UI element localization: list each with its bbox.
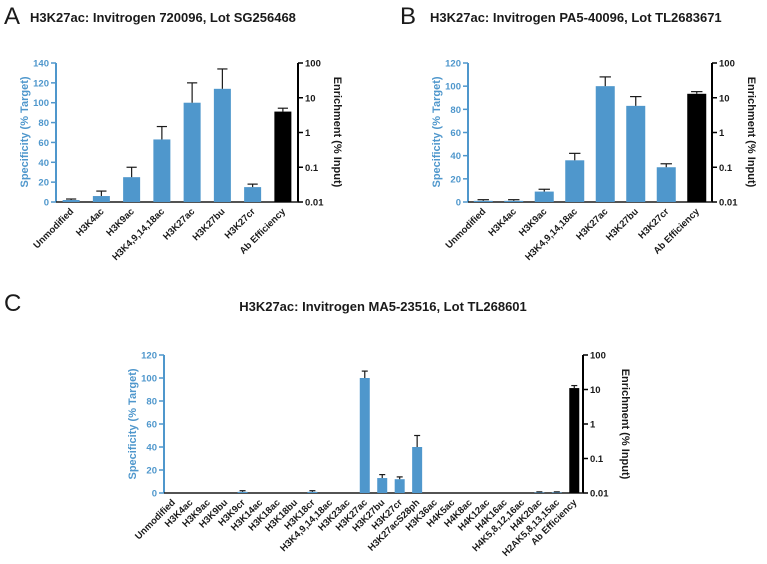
category-label: H3K27bu (604, 206, 641, 243)
bar (473, 200, 493, 202)
bar (504, 200, 524, 202)
right-tick-label: 1 (719, 128, 725, 139)
left-axis-label: Specificity (% Target) (127, 368, 139, 479)
left-tick-label: 20 (146, 466, 157, 477)
bar (656, 167, 676, 202)
panel-title: H3K27ac: Invitrogen MA5-23516, Lot TL268… (239, 299, 527, 314)
panel-a: A H3K27ac: Invitrogen 720096, Lot SG2564… (4, 3, 343, 263)
bar (123, 177, 141, 202)
left-axis-label: Specificity (% Target) (431, 76, 443, 187)
bar (595, 86, 615, 202)
left-tick-label: 40 (38, 158, 49, 169)
right-tick-label: 0.01 (719, 198, 738, 209)
left-tick-label: 60 (146, 420, 157, 431)
bar (412, 447, 423, 493)
category-label: H3K27bu (191, 206, 228, 243)
right-axis-label: Enrichment (% Input) (745, 77, 757, 188)
plot-area: 0204060801001200.010.1110100UnmodifiedH3… (133, 351, 609, 559)
panel-title: H3K27ac: Invitrogen 720096, Lot SG256468 (30, 10, 296, 25)
left-tick-label: 80 (146, 397, 157, 408)
ab-efficiency-bar (274, 111, 292, 202)
bar (237, 491, 248, 493)
right-tick-label: 10 (590, 385, 601, 396)
bar (62, 200, 80, 202)
bar (394, 479, 405, 493)
left-tick-label: 20 (38, 178, 49, 189)
left-tick-label: 40 (146, 443, 157, 454)
bar (92, 196, 110, 202)
category-label: H3K4ac (486, 206, 518, 238)
right-tick-label: 0.1 (719, 163, 733, 174)
right-tick-label: 100 (590, 351, 606, 362)
right-tick-label: 0.01 (590, 489, 609, 500)
left-tick-label: 20 (450, 174, 461, 185)
category-label: H3K4ac (74, 206, 106, 238)
bar (534, 492, 545, 493)
plot-area: 0 20 40 60 80 100 120 140 0.01 0.1 1 10 100 Unmodifie… (32, 59, 325, 264)
bar (359, 378, 370, 493)
category-label: Unmodified (444, 206, 489, 251)
bar (183, 102, 201, 202)
right-tick-label: 1 (305, 128, 311, 139)
right-tick-label: 10 (719, 93, 730, 104)
left-tick-label: 100 (141, 374, 157, 385)
left-tick-label: 60 (38, 138, 49, 149)
category-label: H3K4,9,14,18ac (110, 206, 167, 263)
left-tick-label: 120 (141, 351, 157, 362)
bar (551, 492, 562, 493)
right-tick-label: 10 (305, 93, 316, 104)
category-label: H3K4,9,14,18ac (523, 206, 580, 263)
panel-letter: A (4, 3, 20, 30)
left-tick-label: 60 (450, 128, 461, 139)
bar (213, 88, 231, 202)
right-tick-label: 100 (305, 59, 321, 70)
bar (626, 105, 646, 202)
bar (534, 191, 554, 202)
bar (377, 478, 388, 493)
bar (307, 491, 318, 493)
right-tick-label: 0.1 (305, 163, 319, 174)
left-tick-label: 40 (450, 151, 461, 162)
left-tick-label: 100 (445, 82, 461, 93)
ab-efficiency-bar (687, 93, 707, 202)
right-tick-label: 0.1 (590, 454, 604, 465)
panel-title: H3K27ac: Invitrogen PA5-40096, Lot TL268… (430, 10, 722, 25)
bar (244, 187, 262, 202)
panel-c: C H3K27ac: Invitrogen MA5-23516, Lot TL2… (4, 290, 631, 559)
plot-area: 0204060801001200.010.1110100UnmodifiedH3… (444, 59, 739, 264)
right-axis-label: Enrichment (% Input) (619, 369, 631, 480)
left-tick-label: 120 (33, 78, 49, 89)
right-axis-label: Enrichment (% Input) (331, 77, 343, 188)
left-tick-label: 120 (445, 59, 461, 70)
right-tick-label: 100 (719, 59, 735, 70)
left-tick-label: 0 (44, 198, 49, 209)
left-tick-label: 0 (456, 198, 461, 209)
left-tick-label: 80 (450, 105, 461, 116)
panel-letter: C (4, 290, 21, 317)
right-tick-label: 1 (590, 420, 596, 431)
bar (565, 160, 585, 202)
left-tick-label: 100 (33, 98, 49, 109)
left-tick-label: 0 (152, 489, 157, 500)
bar (153, 139, 171, 202)
left-tick-label: 80 (38, 118, 49, 129)
ab-efficiency-bar (569, 388, 580, 493)
left-tick-label: 140 (33, 59, 49, 70)
panel-b: B H3K27ac: Invitrogen PA5-40096, Lot TL2… (400, 3, 757, 263)
category-label: Unmodified (32, 206, 77, 251)
panel-letter: B (400, 3, 416, 30)
left-axis-label: Specificity (% Target) (19, 76, 31, 187)
right-tick-label: 0.01 (305, 198, 324, 209)
